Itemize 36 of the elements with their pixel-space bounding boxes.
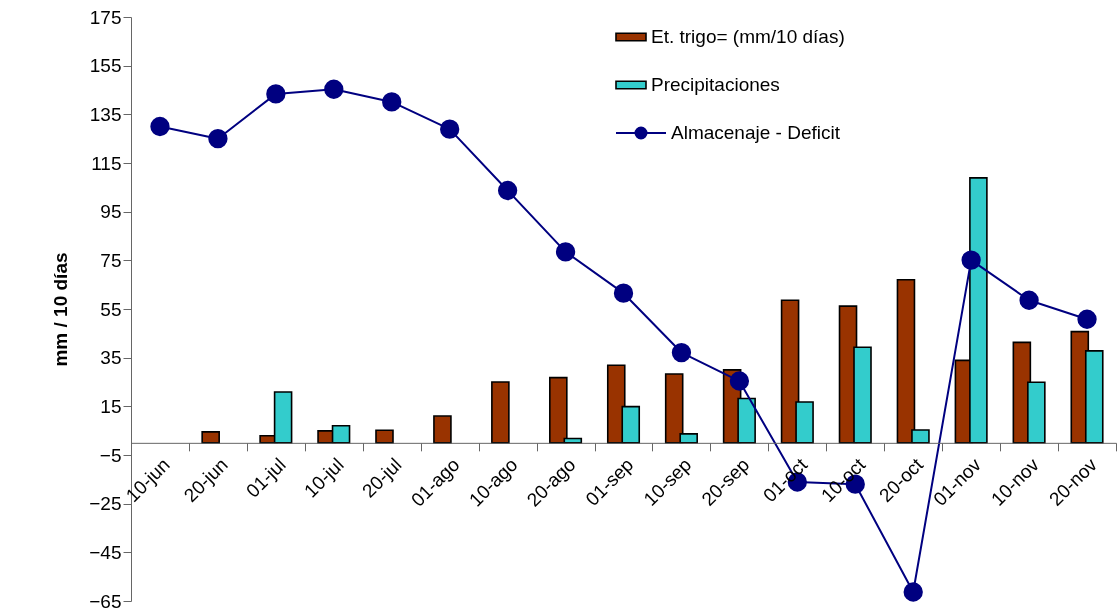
y-tick-label: 15 (100, 395, 122, 417)
point (1077, 309, 1097, 329)
bar (491, 381, 510, 444)
bar (375, 429, 394, 444)
point (150, 116, 170, 137)
point (1019, 290, 1039, 310)
point (555, 242, 576, 262)
y-tick-label: 135 (89, 103, 122, 125)
point (382, 92, 402, 112)
y-tick-label: 155 (89, 55, 122, 77)
y-tick-label: 55 (100, 298, 122, 320)
bar (201, 431, 220, 444)
y-axis-title: mm / 10 días (50, 252, 72, 367)
y-tick-label: 95 (100, 201, 122, 223)
legend-label: Almacenaje - Deficit (671, 122, 841, 143)
y-tick-label: −45 (89, 541, 122, 563)
point (440, 119, 460, 139)
point (266, 84, 286, 104)
y-tick-label: −65 (89, 590, 122, 612)
point (497, 180, 518, 201)
point (961, 250, 981, 270)
y-tick-label: −25 (89, 493, 122, 515)
y-tick-label: −5 (99, 444, 122, 466)
point (613, 283, 634, 303)
legend-label: Precipitaciones (651, 74, 780, 95)
y-tick-label: 175 (89, 6, 122, 28)
y-tick-label: 75 (100, 249, 122, 271)
point (324, 79, 344, 99)
point (729, 371, 750, 391)
y-tick-label: 115 (91, 152, 122, 174)
y-tick-label: 35 (100, 347, 122, 369)
bar (433, 415, 452, 444)
point (208, 129, 228, 149)
legend-label: Et. trigo= (mm/10 días) (651, 26, 845, 47)
point (671, 342, 692, 363)
point (903, 582, 923, 602)
